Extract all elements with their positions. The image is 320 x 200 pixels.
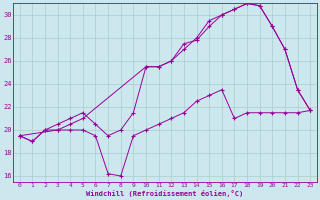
X-axis label: Windchill (Refroidissement éolien,°C): Windchill (Refroidissement éolien,°C) [86,190,244,197]
